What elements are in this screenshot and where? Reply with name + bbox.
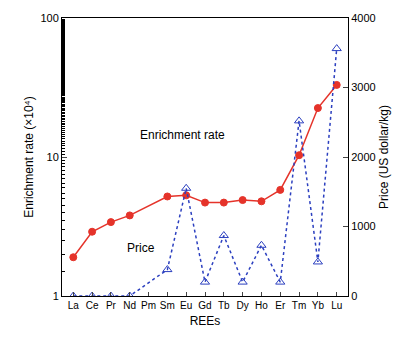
svg-text:Sm: Sm [160, 300, 175, 311]
svg-text:1000: 1000 [351, 220, 375, 232]
svg-text:Ho: Ho [255, 300, 268, 311]
svg-text:Eu: Eu [180, 300, 192, 311]
svg-text:1: 1 [53, 290, 59, 302]
svg-text:100: 100 [40, 12, 58, 24]
svg-text:10: 10 [47, 151, 59, 163]
svg-text:0: 0 [351, 290, 357, 302]
svg-text:Yb: Yb [312, 300, 325, 311]
svg-text:Gd: Gd [198, 300, 211, 311]
svg-text:REEs: REEs [190, 314, 221, 328]
svg-text:Lu: Lu [331, 300, 342, 311]
svg-text:4000: 4000 [351, 12, 375, 24]
svg-text:Pm: Pm [141, 300, 156, 311]
svg-text:Pr: Pr [106, 300, 117, 311]
svg-text:Price: Price [127, 241, 155, 255]
svg-text:Nd: Nd [123, 300, 136, 311]
svg-text:Enrichment rate (×10⁴): Enrichment rate (×10⁴) [22, 96, 36, 218]
svg-text:La: La [68, 300, 80, 311]
svg-text:Dy: Dy [237, 300, 249, 311]
svg-text:Ce: Ce [86, 300, 99, 311]
svg-text:Price (US dollar/kg): Price (US dollar/kg) [377, 105, 391, 209]
svg-text:3000: 3000 [351, 81, 375, 93]
svg-text:2000: 2000 [351, 151, 375, 163]
svg-text:Tm: Tm [292, 300, 306, 311]
svg-text:Enrichment rate: Enrichment rate [140, 128, 225, 142]
svg-text:Tb: Tb [218, 300, 230, 311]
svg-text:Er: Er [275, 300, 286, 311]
